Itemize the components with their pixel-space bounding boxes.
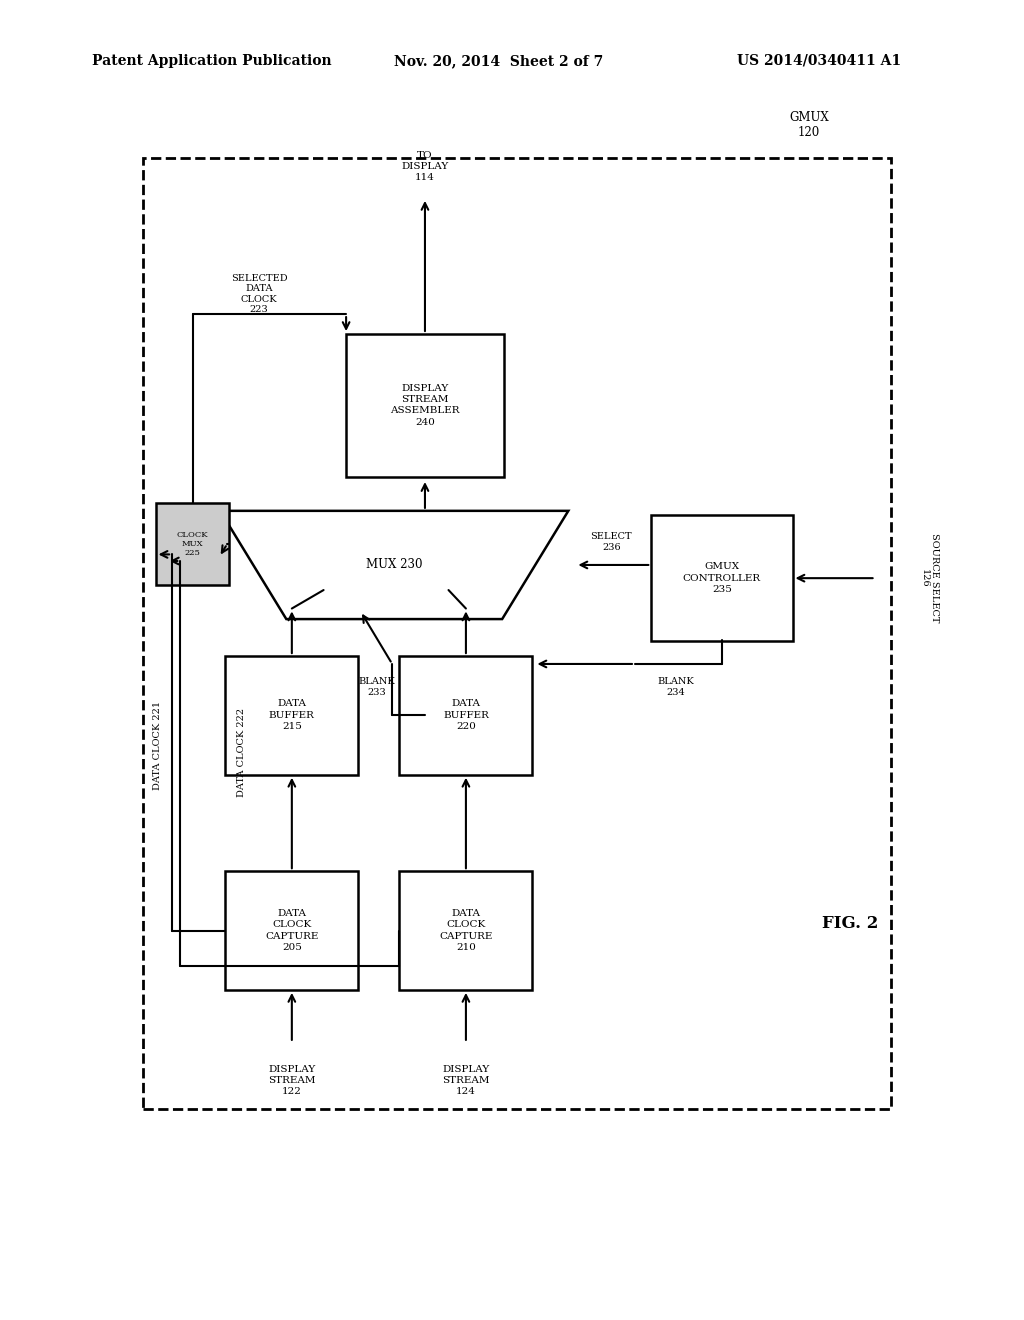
Text: SELECTED
DATA
CLOCK
223: SELECTED DATA CLOCK 223 <box>230 275 288 314</box>
Text: DATA
CLOCK
CAPTURE
210: DATA CLOCK CAPTURE 210 <box>439 909 493 952</box>
Text: DATA CLOCK 222: DATA CLOCK 222 <box>237 708 246 797</box>
Polygon shape <box>220 511 568 619</box>
Text: US 2014/0340411 A1: US 2014/0340411 A1 <box>737 54 901 67</box>
FancyBboxPatch shape <box>399 871 532 990</box>
Text: DISPLAY
STREAM
ASSEMBLER
240: DISPLAY STREAM ASSEMBLER 240 <box>390 384 460 426</box>
Polygon shape <box>156 503 229 585</box>
FancyBboxPatch shape <box>225 871 358 990</box>
Text: Patent Application Publication: Patent Application Publication <box>92 54 332 67</box>
Text: Nov. 20, 2014  Sheet 2 of 7: Nov. 20, 2014 Sheet 2 of 7 <box>394 54 603 67</box>
Text: FIG. 2: FIG. 2 <box>821 916 879 932</box>
Text: DATA
BUFFER
220: DATA BUFFER 220 <box>443 700 488 731</box>
Text: SELECT
236: SELECT 236 <box>591 532 632 552</box>
Text: DISPLAY
STREAM
124: DISPLAY STREAM 124 <box>442 1065 489 1097</box>
Text: BLANK
234: BLANK 234 <box>657 677 694 697</box>
Text: DATA
BUFFER
215: DATA BUFFER 215 <box>269 700 314 731</box>
FancyBboxPatch shape <box>651 515 793 640</box>
FancyBboxPatch shape <box>345 334 504 477</box>
FancyBboxPatch shape <box>399 656 532 775</box>
FancyBboxPatch shape <box>225 656 358 775</box>
Text: DATA CLOCK 221: DATA CLOCK 221 <box>153 701 162 791</box>
Text: DISPLAY
STREAM
122: DISPLAY STREAM 122 <box>268 1065 315 1097</box>
Text: BLANK
233: BLANK 233 <box>358 677 395 697</box>
Text: DATA
CLOCK
CAPTURE
205: DATA CLOCK CAPTURE 205 <box>265 909 318 952</box>
Text: TO
DISPLAY
114: TO DISPLAY 114 <box>401 150 449 182</box>
Text: CLOCK
MUX
225: CLOCK MUX 225 <box>177 531 208 557</box>
Text: MUX 230: MUX 230 <box>366 558 423 572</box>
Text: GMUX
CONTROLLER
235: GMUX CONTROLLER 235 <box>683 562 761 594</box>
Text: SOURCE SELECT
126: SOURCE SELECT 126 <box>921 533 939 623</box>
Text: GMUX
120: GMUX 120 <box>790 111 828 139</box>
